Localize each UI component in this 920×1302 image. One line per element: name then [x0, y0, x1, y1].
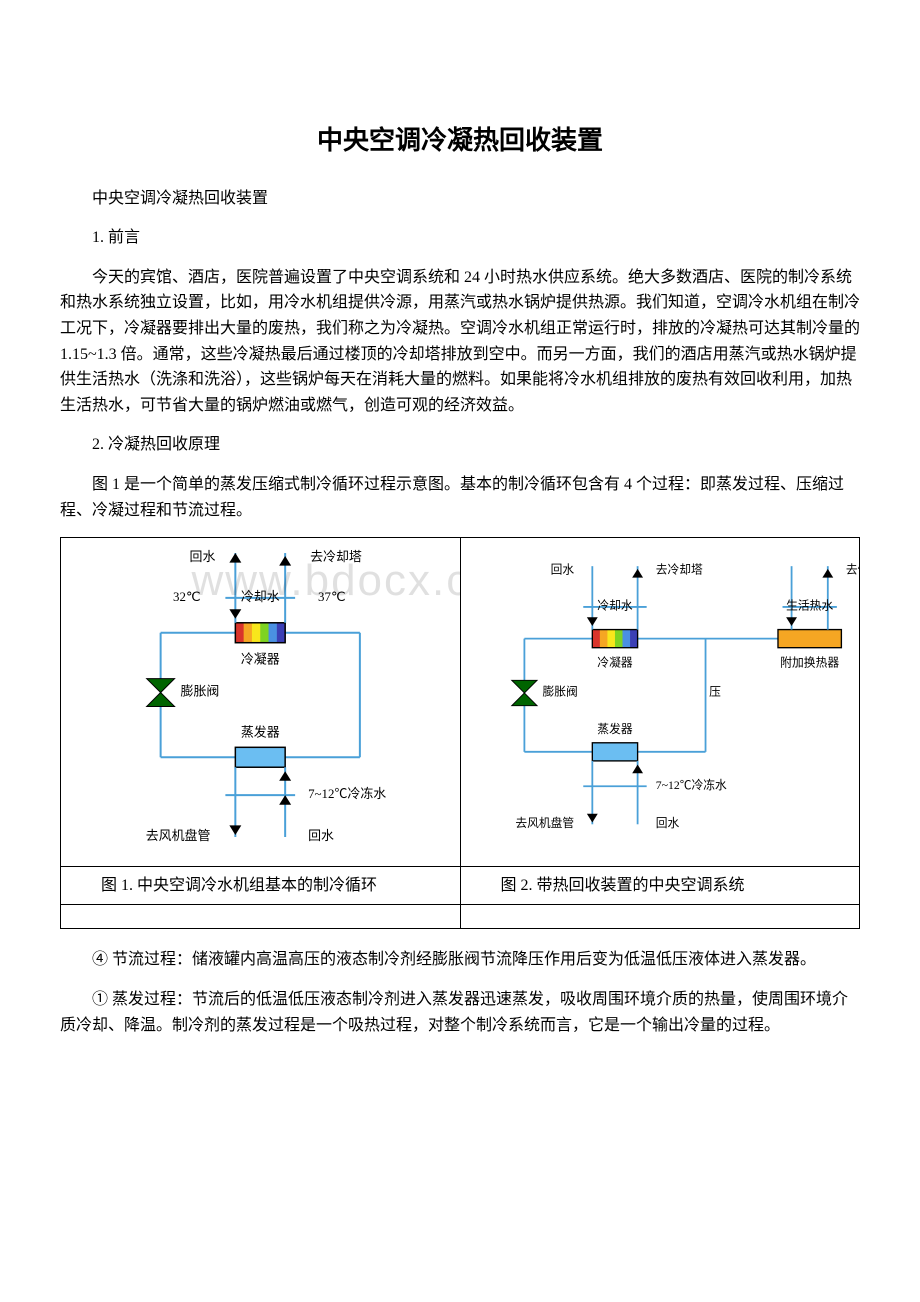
figure-1-svg: 冷凝器回水去冷却塔32℃冷却水37℃膨胀阀蒸发器7~12℃冷冻水去风机盘管回水	[61, 538, 460, 857]
svg-text:生活热水: 生活热水	[786, 599, 833, 613]
figure-2-cell: 冷凝器回水去冷却塔冷却水膨胀阀蒸发器7~12℃冷冻水去风机盘管回水附加换热器生活…	[460, 538, 860, 867]
svg-text:压: 压	[709, 686, 721, 699]
svg-text:去冷却塔: 去冷却塔	[655, 564, 702, 577]
svg-text:膨胀阀: 膨胀阀	[542, 685, 577, 699]
svg-text:附加换热器: 附加换热器	[780, 656, 839, 670]
svg-text:冷凝器: 冷凝器	[597, 656, 633, 670]
svg-text:冷却水: 冷却水	[597, 600, 633, 613]
svg-text:去风机盘管: 去风机盘管	[146, 828, 211, 843]
figure-1-caption: 图 1. 中央空调冷水机组基本的制冷循环	[61, 866, 461, 905]
svg-text:冷却水: 冷却水	[241, 589, 280, 604]
svg-text:32℃: 32℃	[173, 589, 200, 604]
section1-heading: 1. 前言	[60, 225, 860, 251]
svg-text:37℃: 37℃	[318, 589, 345, 604]
paragraph-3: ④ 节流过程：储液罐内高温高压的液态制冷剂经膨胀阀节流降压作用后变为低温低压液体…	[60, 947, 860, 973]
svg-text:去储: 去储	[845, 563, 859, 577]
page-title: 中央空调冷凝热回收装置	[60, 120, 860, 162]
svg-text:去风机盘管: 去风机盘管	[515, 816, 574, 830]
figure-empty-2	[460, 905, 860, 929]
svg-text:蒸发器: 蒸发器	[597, 722, 633, 736]
figure-2-svg: 冷凝器回水去冷却塔冷却水膨胀阀蒸发器7~12℃冷冻水去风机盘管回水附加换热器生活…	[461, 538, 860, 857]
figure-table: www.bdocx.com 冷凝器回水去冷却塔32℃冷却水37℃膨胀阀蒸发器7~…	[60, 537, 860, 929]
figure-empty-1	[61, 905, 461, 929]
svg-text:回水: 回水	[190, 549, 216, 564]
svg-text:回水: 回水	[308, 828, 334, 843]
svg-text:回水: 回水	[550, 564, 574, 577]
paragraph-1: 今天的宾馆、酒店，医院普遍设置了中央空调系统和 24 小时热水供应系统。绝大多数…	[60, 265, 860, 419]
paragraph-4-text: ① 蒸发过程：节流后的低温低压液态制冷剂进入蒸发器迅速蒸发，吸收周围环境介质的热…	[60, 991, 848, 1034]
svg-text:蒸发器: 蒸发器	[241, 724, 280, 739]
paragraph-4: ① 蒸发过程：节流后的低温低压液态制冷剂进入蒸发器迅速蒸发，吸收周围环境介质的热…	[60, 987, 860, 1038]
section2-heading: 2. 冷凝热回收原理	[60, 432, 860, 458]
svg-text:去冷却塔: 去冷却塔	[310, 549, 362, 564]
paragraph-3-text: ④ 节流过程：储液罐内高温高压的液态制冷剂经膨胀阀节流降压作用后变为低温低压液体…	[92, 951, 816, 968]
svg-text:7~12℃冷冻水: 7~12℃冷冻水	[655, 778, 726, 792]
subtitle: 中央空调冷凝热回收装置	[60, 186, 860, 212]
svg-text:回水: 回水	[655, 817, 679, 830]
svg-text:膨胀阀: 膨胀阀	[181, 684, 220, 699]
svg-text:冷凝器: 冷凝器	[241, 652, 280, 667]
svg-text:7~12℃冷冻水: 7~12℃冷冻水	[308, 786, 386, 801]
paragraph-2: 图 1 是一个简单的蒸发压缩式制冷循环过程示意图。基本的制冷循环包含有 4 个过…	[60, 472, 860, 523]
figure-1-cell: www.bdocx.com 冷凝器回水去冷却塔32℃冷却水37℃膨胀阀蒸发器7~…	[61, 538, 461, 867]
figure-2-caption: 图 2. 带热回收装置的中央空调系统	[460, 866, 860, 905]
